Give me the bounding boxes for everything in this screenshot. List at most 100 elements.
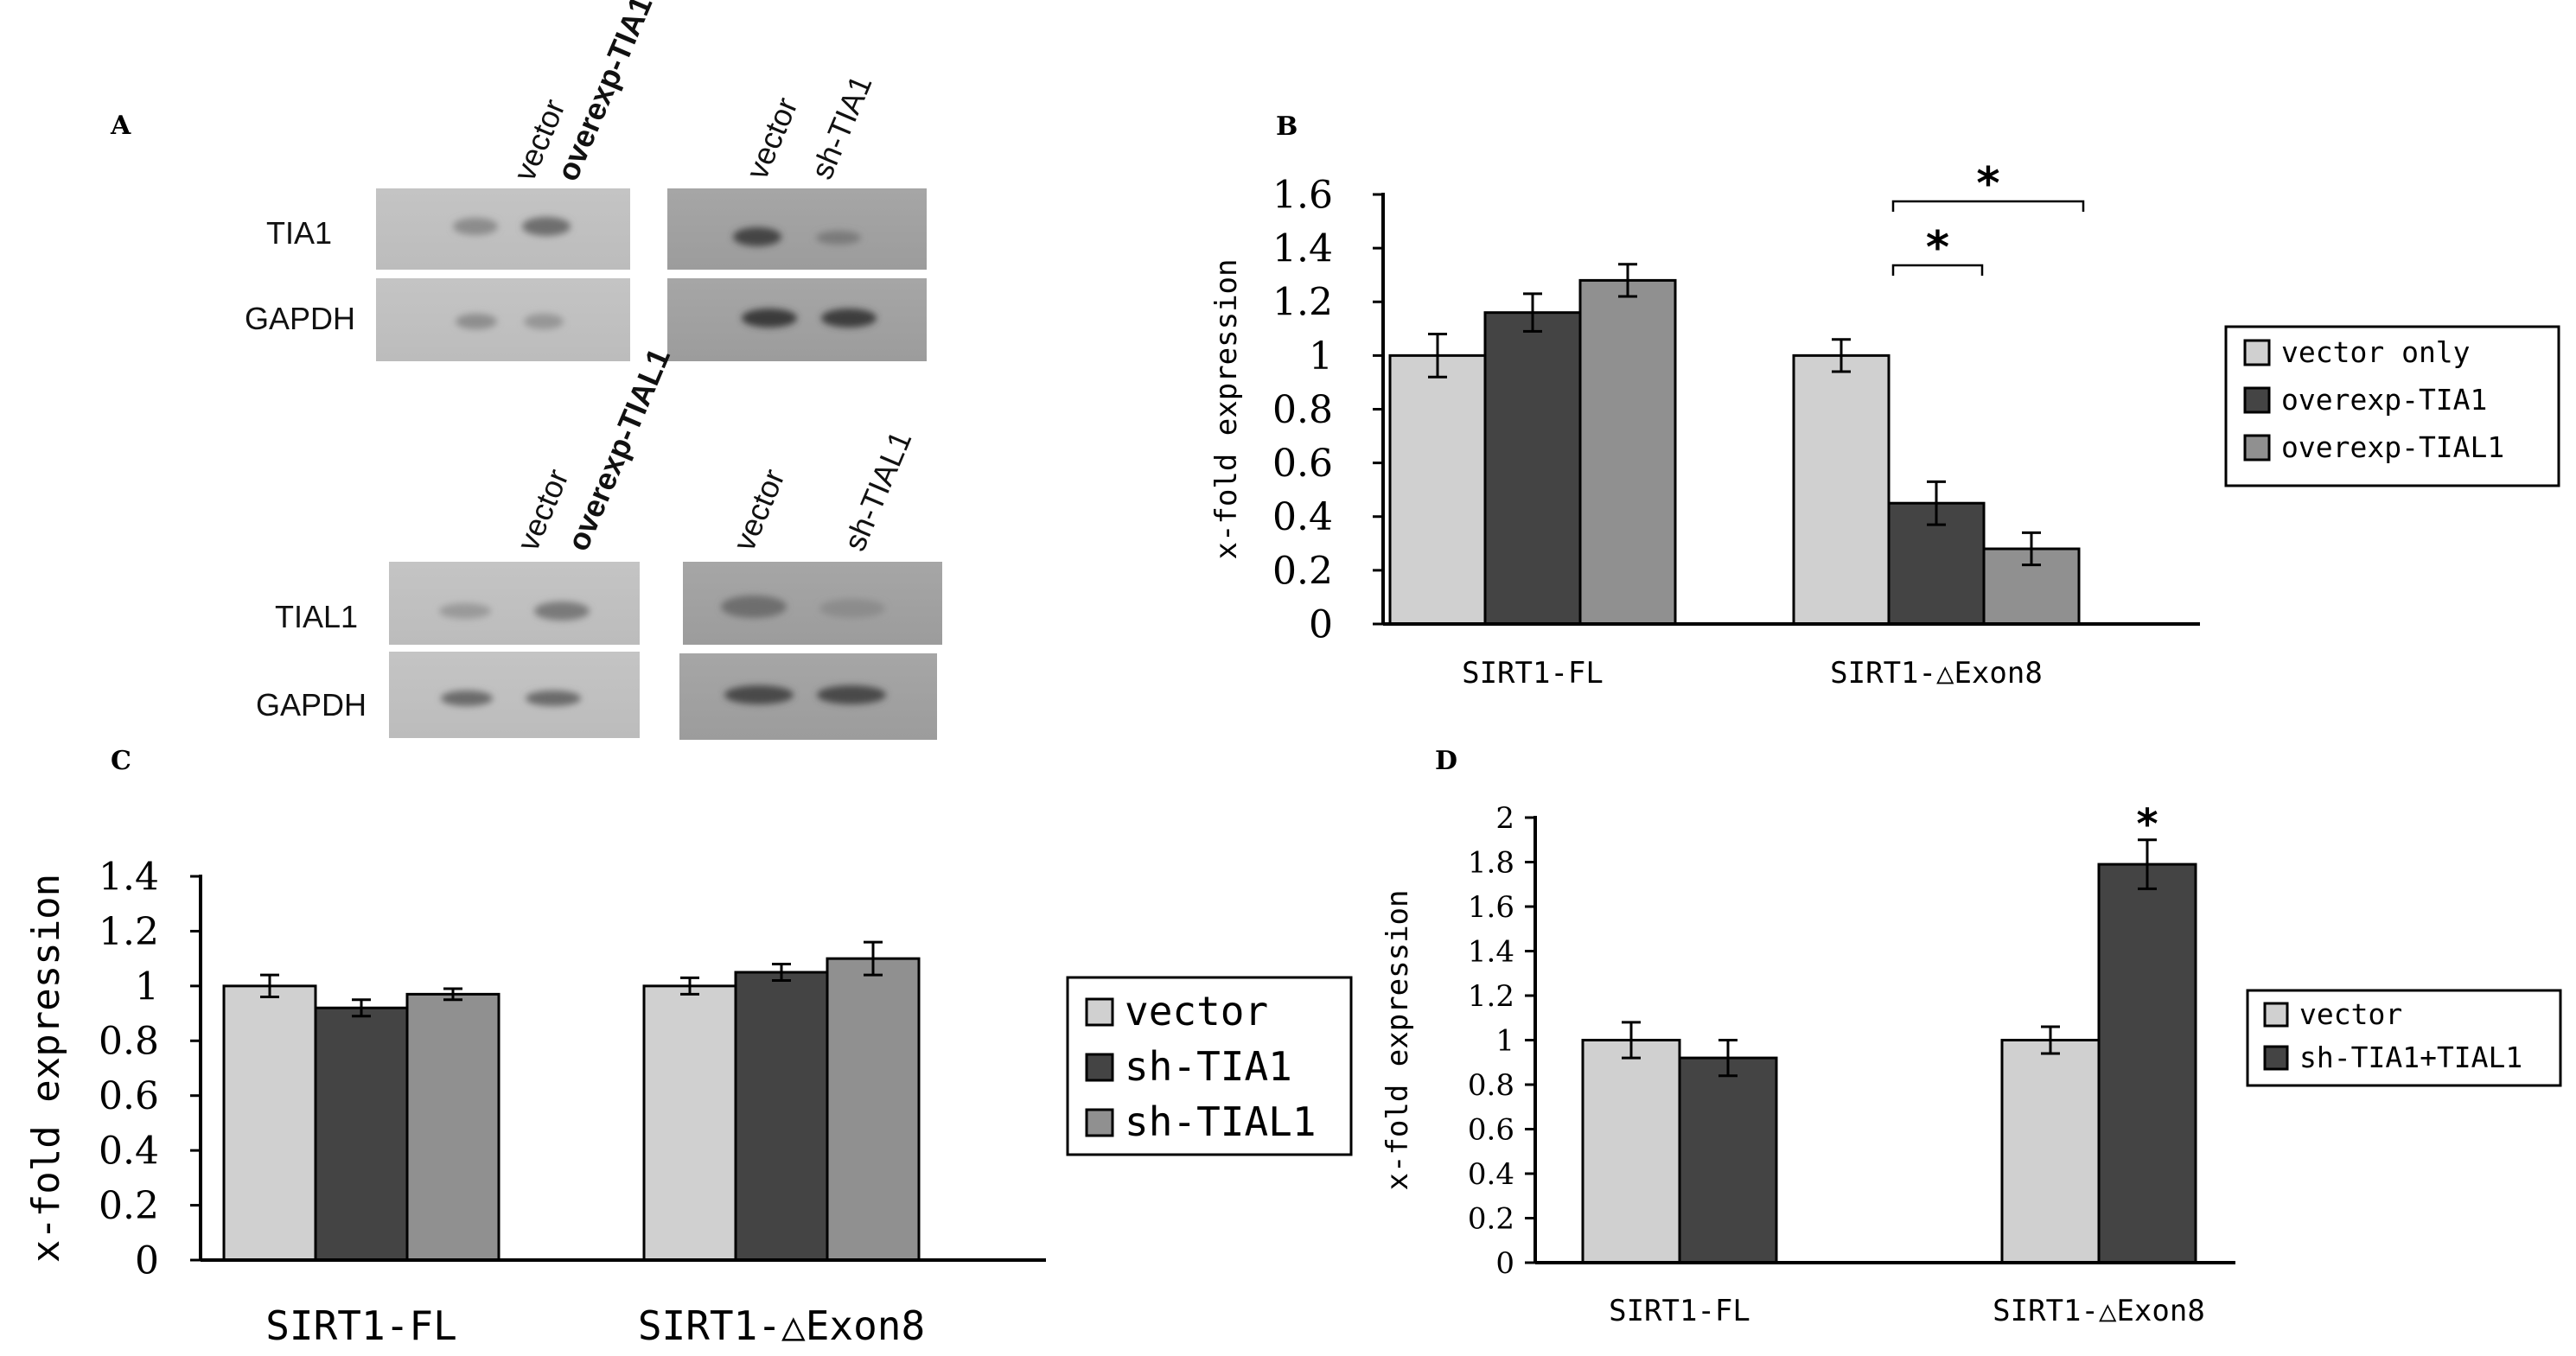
bar: [1388, 353, 1487, 626]
bar: [1581, 1039, 1681, 1264]
band: [526, 691, 581, 706]
band: [816, 231, 861, 245]
bar: [314, 1006, 409, 1262]
legend-swatch: [1085, 997, 1114, 1027]
significance-bracket: [1891, 264, 1984, 276]
y-tick-label: 1.4: [1468, 934, 1514, 969]
lane-label-sh-tial1: sh-TIAL1: [837, 426, 919, 556]
legend-label: sh-TIAL1: [1125, 1098, 1317, 1145]
y-tick-label: 1.2: [99, 910, 159, 954]
y-tick-label: 0: [135, 1238, 159, 1283]
y-tick-label: 1: [1309, 334, 1333, 379]
blot-row-tia1: [376, 188, 630, 270]
y-tick-label: 0.4: [99, 1130, 159, 1174]
blot-row-tial1: [683, 562, 942, 645]
y-tick-label: 1: [1495, 1023, 1514, 1058]
band: [453, 218, 498, 235]
band: [724, 685, 794, 704]
band: [819, 599, 885, 618]
y-tick-label: 2: [1495, 801, 1514, 836]
blot-row-gapdh: [389, 652, 640, 738]
row-label-gapdh: GAPDH: [256, 687, 367, 723]
y-axis-title: x-fold expression: [24, 874, 68, 1263]
legend-label: vector: [2299, 997, 2402, 1031]
y-tick-label: 0.8: [1272, 388, 1333, 432]
y-tick-label: 0.6: [1468, 1112, 1514, 1147]
legend-label: vector: [1125, 988, 1268, 1035]
blot-overexp-tial1: vector overexp-TIAL1 TIAL1 GAPDH: [256, 343, 677, 738]
y-tick-label: 0.4: [1272, 495, 1333, 539]
legend-box: [2246, 989, 2562, 1087]
y-tick-label: 1.2: [1272, 281, 1333, 325]
lane-label-vector: vector: [726, 464, 792, 556]
band: [522, 217, 571, 236]
legend-label: overexp-TIA1: [2281, 383, 2487, 417]
lane-label-overexp-tia1: overexp-TIA1: [550, 0, 660, 186]
blot-sh-tia1: vector sh-TIA1: [667, 70, 927, 361]
y-tick-label: 1.4: [1272, 227, 1333, 271]
lane-label-vector: vector: [739, 92, 805, 184]
category-label: SIRT1-△Exon8: [1830, 656, 2043, 691]
y-tick-label: 0.2: [99, 1184, 159, 1228]
row-label-tia1: TIA1: [266, 215, 332, 251]
blot-overexp-tia1: vector overexp-TIA1 TIA1 GAPDH: [245, 0, 659, 361]
panel-a: A vector overexp-TIA1 TIA1 GAPDH vector …: [110, 0, 942, 740]
panel-a-letter: A: [110, 111, 131, 141]
y-tick-label: 0: [1495, 1246, 1514, 1281]
bar: [642, 984, 737, 1262]
y-tick-label: 1.6: [1468, 890, 1514, 925]
legend-box: [2224, 325, 2560, 487]
category-label: SIRT1-FL: [265, 1302, 457, 1349]
significance-star: *: [1976, 158, 1999, 210]
bar: [1578, 278, 1677, 626]
legend-swatch: [2263, 1045, 2289, 1071]
band: [733, 227, 781, 246]
band: [817, 685, 886, 704]
y-tick-label: 0.8: [1468, 1068, 1514, 1103]
legend-swatch: [2243, 386, 2271, 414]
y-tick-label: 0: [1309, 602, 1333, 646]
lane-label-sh-tia1: sh-TIA1: [804, 70, 879, 184]
legend-box: [1066, 976, 1353, 1156]
band: [534, 602, 590, 621]
significance-star: *: [2136, 800, 2158, 849]
legend-label: sh-TIA1: [1125, 1043, 1292, 1090]
y-tick-label: 0.2: [1468, 1201, 1514, 1236]
blot-row-gapdh: [679, 653, 937, 740]
bar: [734, 971, 829, 1262]
legend-swatch: [2263, 1002, 2289, 1028]
category-label: SIRT1-△Exon8: [638, 1302, 925, 1349]
band: [524, 314, 564, 329]
blot-sh-tial1: vector sh-TIAL1: [679, 426, 942, 740]
y-axis-title: x-fold expression: [1209, 259, 1244, 560]
y-tick-label: 0.6: [99, 1074, 159, 1118]
legend-label: sh-TIA1+TIAL1: [2299, 1041, 2522, 1074]
y-tick-label: 1.6: [1272, 173, 1333, 217]
band: [456, 314, 497, 329]
panel-d-letter: D: [1435, 746, 1457, 776]
row-label-tial1: TIAL1: [275, 599, 358, 634]
y-tick-label: 0.6: [1272, 442, 1333, 486]
band: [721, 595, 787, 618]
panel-b-letter: B: [1276, 111, 1298, 142]
category-label: SIRT1-FL: [1462, 656, 1604, 691]
bar: [222, 984, 317, 1262]
category-label: SIRT1-FL: [1609, 1294, 1750, 1328]
y-tick-label: 1.2: [1468, 979, 1514, 1014]
blot-row-gapdh: [376, 278, 630, 361]
y-tick-label: 0.2: [1272, 549, 1333, 593]
blot-row-tia1: [667, 188, 927, 270]
bar: [826, 957, 921, 1262]
band: [441, 691, 493, 706]
legend-label: overexp-TIAL1: [2281, 430, 2504, 464]
bar: [1792, 353, 1891, 626]
row-label-gapdh: GAPDH: [245, 301, 355, 336]
lane-label-overexp-tial1: overexp-TIAL1: [560, 343, 677, 556]
legend-swatch: [2243, 434, 2271, 462]
y-axis-title: x-fold expression: [1380, 890, 1415, 1191]
bar: [2000, 1039, 2101, 1264]
chart-d: 0 0.2 0.4 0.6 0.8 1 1.2 1.4 1.6 1.8 2 SIRT1-FL SIRT1…: [1380, 800, 2562, 1328]
y-tick-label: 1: [135, 964, 159, 1009]
significance-star: *: [1926, 222, 1949, 274]
